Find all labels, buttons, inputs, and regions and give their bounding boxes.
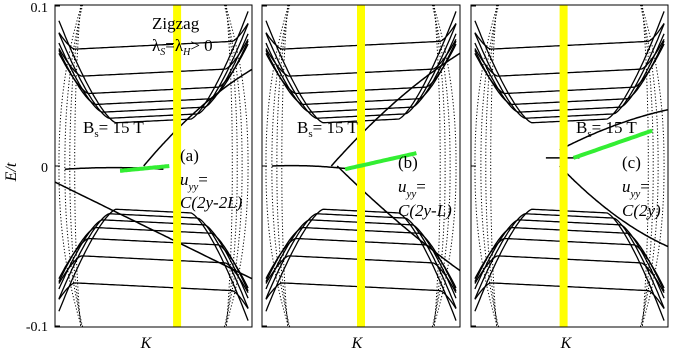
panel-c-bands [474, 5, 668, 327]
upper-level-band [474, 11, 665, 124]
panel-a: Zigzag λS=λH> 0 Bs= 15 T (a) uyy= C(2y-2… [54, 4, 253, 352]
upper-level-band [474, 22, 665, 50]
dotted-band-right [640, 5, 665, 327]
dotted-band-left [69, 5, 83, 327]
panel-b-strain: uyy= [398, 177, 426, 200]
upper-level-band [58, 23, 249, 119]
upper-level-band [58, 11, 249, 124]
dotted-band-right [223, 5, 243, 327]
lower-level-band [474, 255, 665, 294]
edge-band [271, 164, 352, 170]
upper-level-band [474, 33, 665, 113]
dotted-band-right [640, 5, 654, 327]
dotted-band-left [490, 5, 498, 327]
panel-c: Bs= 15 T (c) uyy= C(2y) K [470, 4, 669, 352]
upper-level-band [474, 38, 665, 77]
lower-level-band [474, 219, 665, 299]
upper-level-band [58, 38, 249, 77]
dotted-band-left [480, 5, 500, 327]
dotted-band-right [432, 5, 457, 327]
panel-c-edge-state [572, 128, 653, 160]
edge-band [143, 68, 252, 167]
panel-c-plot [474, 5, 668, 327]
panel-b-label: (b) [398, 153, 418, 172]
panel-b-x-tick-label: K [351, 335, 364, 352]
upper-level-band [58, 22, 249, 50]
panel-a-field-label: Bs= 15 T [83, 118, 144, 140]
panel-a-plot [55, 5, 252, 327]
dotted-band-left [271, 5, 291, 327]
y-axis-label: E/t [3, 162, 20, 182]
dotted-band-right [225, 5, 233, 327]
panel-c-x-tick-label: K [560, 335, 573, 352]
panel-a-header-line2: λS=λH> 0 [152, 36, 213, 58]
dotted-band-left [74, 5, 82, 327]
dotted-band-right [641, 5, 649, 327]
panel-c-strain-formula: C(2y) [622, 201, 661, 220]
panel-b: Bs= 15 T (b) uyy= C(2y-L) K [261, 4, 461, 352]
panel-a-label: (a) [180, 146, 199, 165]
dotted-band-right [224, 5, 249, 327]
panel-c-strain: uyy= [622, 177, 650, 200]
panel-c-label: (c) [622, 153, 641, 172]
lower-level-band [58, 237, 249, 289]
dotted-band-right [433, 5, 441, 327]
lower-level-band [474, 208, 665, 321]
y-tick-bottom: -0.1 [26, 320, 48, 335]
panel-b-strain-formula: C(2y-L) [398, 201, 452, 220]
panel-a-edge-state [119, 164, 170, 173]
dotted-band-left [485, 5, 499, 327]
panel-a-bands [55, 5, 252, 327]
upper-level-band [474, 43, 665, 95]
dotted-band-right [431, 5, 451, 327]
panel-c-highlight-strip [559, 5, 568, 327]
edge-band [330, 52, 460, 167]
lower-level-band [58, 219, 249, 299]
dotted-band-left [64, 5, 84, 327]
lower-level-band [474, 282, 665, 310]
panel-a-strain-formula: C(2y-2L) [180, 193, 243, 212]
dotted-band-right [224, 5, 238, 327]
dotted-band-right [639, 5, 659, 327]
upper-level-band [474, 23, 665, 119]
panel-c-field-label: Bs= 15 T [576, 118, 637, 140]
panel-b-edge-state [344, 151, 417, 172]
lower-level-band [58, 213, 249, 309]
y-tick-top: 0.1 [31, 1, 49, 16]
y-tick-zero: 0 [41, 161, 48, 176]
upper-level-band [58, 43, 249, 95]
panel-a-x-tick-label: K [140, 335, 153, 352]
edge-band [559, 165, 668, 248]
panel-b-field-label: Bs= 15 T [297, 118, 358, 140]
lower-level-band [58, 282, 249, 310]
lower-level-band [58, 208, 249, 321]
lower-level-band [58, 255, 249, 294]
lower-level-band [474, 213, 665, 309]
lower-level-band [474, 237, 665, 289]
panel-a-strain: uyy= [180, 170, 208, 193]
dotted-band-right [432, 5, 446, 327]
edge-band [55, 181, 252, 280]
panel-a-header-line1: Zigzag [152, 14, 200, 33]
edge-band [559, 108, 668, 151]
upper-level-band [58, 33, 249, 113]
panel-b-plot [265, 5, 460, 327]
panel-a-highlight-strip [173, 5, 182, 327]
